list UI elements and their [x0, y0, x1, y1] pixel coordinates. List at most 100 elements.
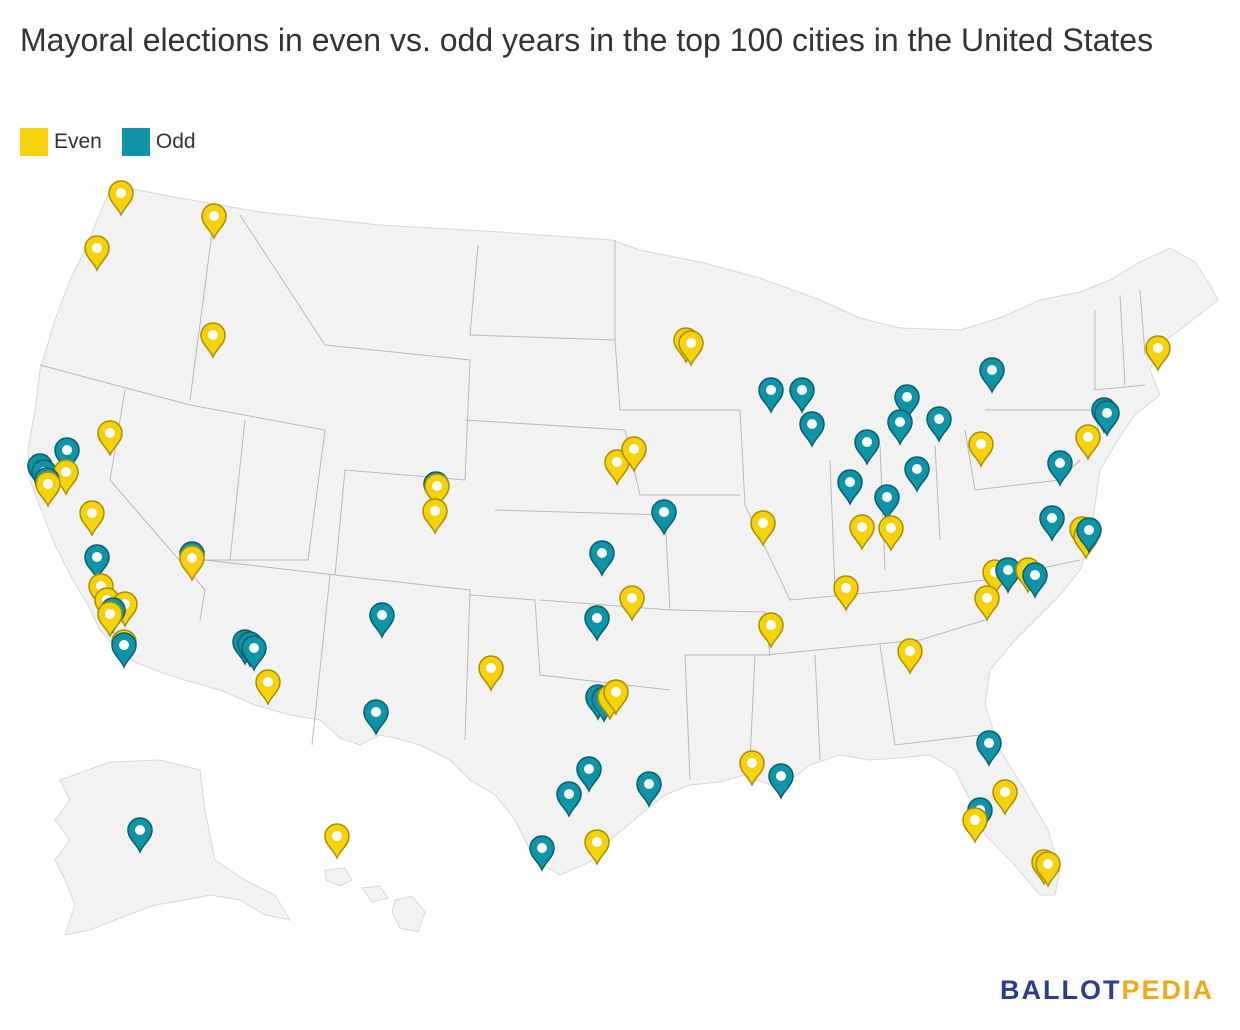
city-marker-odd-65[interactable] [926, 406, 952, 443]
marker-pin-hole [627, 593, 637, 603]
marker-pin-hole [43, 479, 53, 489]
us-lower48-outline [27, 184, 1219, 896]
chart-title: Mayoral elections in even vs. odd years … [20, 22, 1154, 58]
city-marker-even-72[interactable] [992, 779, 1018, 816]
city-marker-even-61[interactable] [849, 514, 875, 551]
city-marker-even-47[interactable] [621, 436, 647, 473]
city-marker-even-90[interactable] [974, 585, 1000, 622]
marker-pin-hole [776, 771, 786, 781]
marker-pin-hole [1153, 343, 1163, 353]
state-border-line [1094, 289, 1146, 391]
city-marker-even-74[interactable] [962, 807, 988, 844]
city-marker-odd-58[interactable] [854, 429, 880, 466]
city-marker-even-56[interactable] [739, 750, 765, 787]
marker-pin-hole [905, 646, 915, 656]
city-marker-even-76[interactable] [1035, 851, 1061, 888]
city-marker-even-29[interactable] [424, 473, 450, 510]
city-marker-even-33[interactable] [478, 655, 504, 692]
city-marker-even-78[interactable] [1075, 424, 1101, 461]
legend-label-odd: Odd [155, 130, 196, 153]
marker-pin-hole [371, 707, 381, 717]
city-marker-even-11[interactable] [79, 500, 105, 537]
city-marker-odd-66[interactable] [904, 456, 930, 493]
city-marker-odd-60[interactable] [874, 484, 900, 521]
city-marker-even-55[interactable] [758, 612, 784, 649]
city-marker-odd-51[interactable] [758, 377, 784, 414]
marker-pin-hole [612, 457, 622, 467]
city-marker-even-46[interactable] [604, 449, 630, 486]
city-marker-even-10[interactable] [35, 471, 61, 508]
city-marker-even-40[interactable] [603, 679, 629, 716]
city-marker-odd-5[interactable] [54, 437, 80, 474]
city-marker-odd-24[interactable] [241, 635, 267, 672]
state-border-line [204, 559, 471, 741]
city-marker-odd-41[interactable] [576, 756, 602, 793]
city-marker-odd-87[interactable] [995, 557, 1021, 594]
city-marker-odd-36[interactable] [584, 605, 610, 642]
city-marker-odd-52[interactable] [789, 377, 815, 414]
city-marker-even-69[interactable] [968, 431, 994, 468]
city-marker-even-62[interactable] [878, 515, 904, 552]
city-marker-even-3[interactable] [200, 322, 226, 359]
city-marker-even-1[interactable] [201, 203, 227, 240]
city-marker-odd-63[interactable] [894, 384, 920, 421]
city-marker-odd-21[interactable] [111, 632, 137, 669]
city-marker-even-50[interactable] [678, 330, 704, 367]
city-marker-even-25[interactable] [255, 669, 281, 706]
city-marker-odd-85[interactable] [1076, 517, 1102, 554]
state-border-line [469, 244, 616, 341]
city-marker-even-81[interactable] [1145, 335, 1171, 372]
state-border-line [239, 214, 326, 346]
city-marker-odd-26[interactable] [127, 817, 153, 854]
city-marker-odd-80[interactable] [1094, 400, 1120, 437]
marker-pin-hole [1047, 513, 1057, 523]
city-marker-odd-68[interactable] [979, 357, 1005, 394]
city-marker-odd-42[interactable] [556, 781, 582, 818]
city-marker-even-2[interactable] [84, 235, 110, 272]
city-marker-even-45[interactable] [584, 829, 610, 866]
city-marker-odd-77[interactable] [1047, 450, 1073, 487]
city-marker-odd-43[interactable] [636, 771, 662, 808]
city-marker-odd-64[interactable] [887, 409, 913, 446]
marker-pin-hole [902, 392, 912, 402]
brand-part2: PEDIA [1121, 975, 1214, 1005]
city-marker-odd-34[interactable] [589, 540, 615, 577]
marker-pin-hole [1102, 408, 1112, 418]
legend-label-even: Even [54, 130, 102, 153]
marker-pin-hole [886, 523, 896, 533]
city-marker-odd-53[interactable] [799, 411, 825, 448]
city-marker-even-30[interactable] [422, 498, 448, 535]
city-marker-odd-82[interactable] [1039, 505, 1065, 542]
city-marker-even-4[interactable] [97, 420, 123, 457]
city-marker-odd-48[interactable] [651, 499, 677, 536]
marker-pin-hole [377, 610, 387, 620]
city-marker-even-14[interactable] [179, 545, 205, 582]
state-border-line [764, 619, 986, 656]
city-marker-odd-57[interactable] [768, 763, 794, 800]
city-marker-odd-32[interactable] [363, 699, 389, 736]
city-marker-odd-31[interactable] [369, 602, 395, 639]
marker-pin-hole [807, 419, 817, 429]
city-marker-odd-12[interactable] [84, 544, 110, 581]
city-marker-odd-71[interactable] [976, 730, 1002, 767]
marker-pin-hole [659, 507, 669, 517]
city-marker-odd-89[interactable] [1022, 562, 1048, 599]
city-marker-even-70[interactable] [897, 638, 923, 675]
ballotpedia-logo: BALLOTPEDIA [1000, 975, 1214, 1006]
marker-pin-hole [432, 481, 442, 491]
city-marker-even-54[interactable] [750, 510, 776, 547]
state-border-line [189, 404, 326, 561]
city-marker-even-0[interactable] [108, 180, 134, 217]
legend: Even Odd [20, 128, 216, 156]
marker-pin-hole [486, 663, 496, 673]
city-marker-odd-44[interactable] [529, 835, 555, 872]
marker-pin-hole [982, 593, 992, 603]
city-marker-even-19[interactable] [97, 601, 123, 638]
city-marker-even-27[interactable] [324, 823, 350, 860]
city-marker-even-35[interactable] [619, 585, 645, 622]
state-border-line [494, 509, 671, 611]
state-border-line [311, 574, 331, 746]
city-marker-even-67[interactable] [833, 575, 859, 612]
marker-pin-hole [62, 445, 72, 455]
city-marker-odd-59[interactable] [837, 469, 863, 506]
